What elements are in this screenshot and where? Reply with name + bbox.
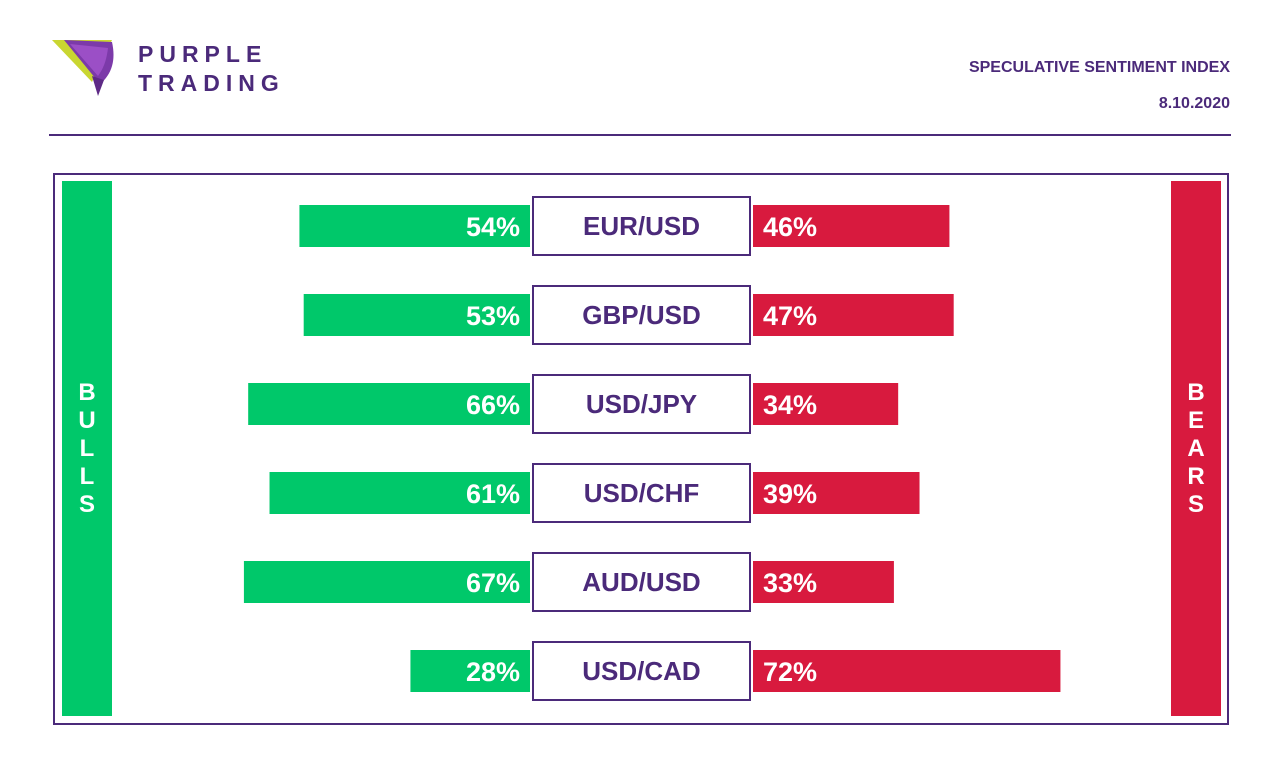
- bulls-bar: [269, 472, 530, 514]
- header: SPECULATIVE SENTIMENT INDEX 8.10.2020: [969, 58, 1230, 114]
- bears-value-label: 39%: [763, 479, 817, 509]
- bears-bar: [753, 472, 920, 514]
- brand-line-1: PURPLE: [138, 41, 268, 67]
- bulls-bar: [303, 294, 530, 336]
- bears-value-label: 46%: [763, 212, 817, 242]
- header-divider: [49, 134, 1231, 136]
- currency-pair-box: [532, 641, 751, 701]
- currency-pair-box: [532, 285, 751, 345]
- currency-pair-label: USD/JPY: [586, 389, 697, 419]
- brand-line-2: TRADING: [138, 70, 285, 96]
- report-date: 8.10.2020: [1158, 95, 1230, 112]
- brand-logo: PURPLE TRADING: [52, 40, 312, 100]
- bulls-label: BULLS: [78, 378, 96, 518]
- currency-pair-box: [532, 552, 751, 612]
- bulls-bar: [410, 650, 530, 692]
- bears-value-label: 33%: [763, 568, 817, 598]
- currency-pair-box: [532, 196, 751, 256]
- bears-value-label: 47%: [763, 301, 817, 331]
- currency-pair-label: USD/CAD: [582, 656, 700, 686]
- purple-trading-logo-icon: [52, 40, 114, 96]
- bears-value-label: 34%: [763, 390, 817, 420]
- currency-pair-label: AUD/USD: [582, 567, 700, 597]
- bulls-side-bar: BULLS: [62, 181, 112, 716]
- bears-bar: [753, 383, 899, 425]
- bulls-value-label: 66%: [466, 390, 520, 420]
- bulls-bar: [299, 205, 530, 247]
- chart-panel: BULLS BEARS 54% 46% EUR/USD 53% 47% GBP/USD 66…: [53, 173, 1229, 725]
- bulls-value-label: 53%: [466, 301, 520, 331]
- currency-pair-box: [532, 463, 751, 523]
- bears-bar: [753, 650, 1061, 692]
- bears-side-bar: BEARS: [1171, 181, 1221, 716]
- bears-value-label: 72%: [763, 657, 817, 687]
- bears-bar: [753, 561, 894, 603]
- page-title: SPECULATIVE SENTIMENT INDEX: [968, 59, 1230, 76]
- currency-pair-box: [532, 374, 751, 434]
- bears-bar: [753, 205, 950, 247]
- currency-pair-label: GBP/USD: [582, 300, 700, 330]
- bulls-value-label: 28%: [466, 657, 520, 687]
- brand-name: PURPLE TRADING: [138, 40, 285, 98]
- bears-label: BEARS: [1187, 378, 1205, 518]
- bears-bar: [753, 294, 954, 336]
- sentiment-chart: 54% 46% EUR/USD 53% 47% GBP/USD 66% 34% USD/JPY 6…: [243, 196, 1061, 701]
- bulls-value-label: 54%: [466, 212, 520, 242]
- currency-pair-label: USD/CHF: [584, 478, 700, 508]
- bulls-bar: [243, 561, 530, 603]
- bulls-value-label: 61%: [466, 479, 520, 509]
- bulls-bar: [248, 383, 530, 425]
- currency-pair-label: EUR/USD: [583, 211, 700, 241]
- bulls-value-label: 67%: [466, 568, 520, 598]
